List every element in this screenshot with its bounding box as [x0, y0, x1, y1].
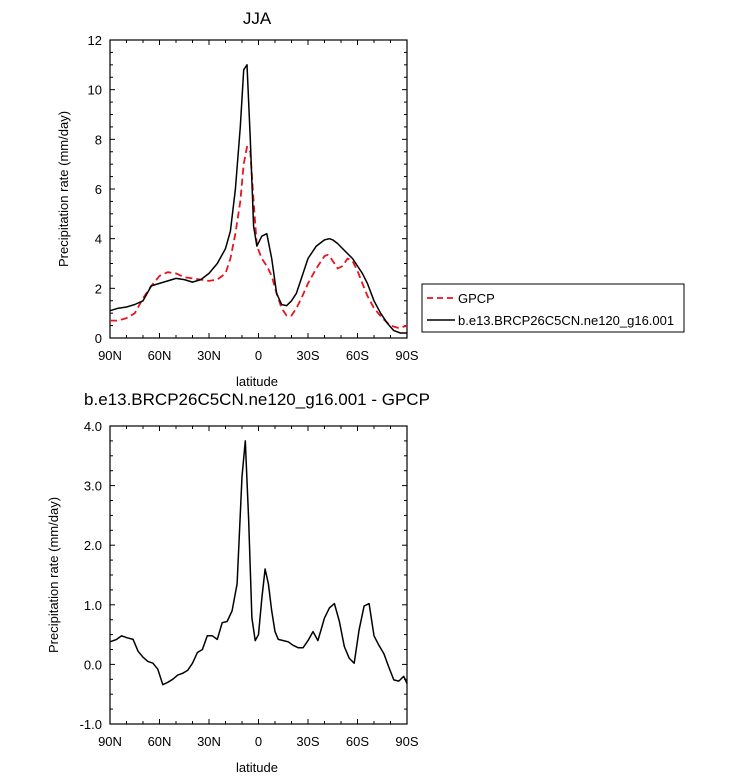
x-tick-label: 0 [255, 348, 262, 363]
x-tick-label: 60N [148, 348, 172, 363]
y-tick-label: 2.0 [84, 538, 102, 553]
series-group [109, 440, 408, 686]
y-tick-label: 0.0 [84, 657, 102, 672]
x-tick-label: 90N [98, 348, 122, 363]
x-axis: 90N 60N 30N 0 30S 60S 90S [98, 40, 419, 363]
series-group [109, 64, 408, 334]
y-tick-label: 6 [95, 182, 102, 197]
y-axis-label: Precipitation rate (mm/day) [46, 497, 61, 653]
y-tick-label: 4.0 [84, 419, 102, 434]
legend: GPCP b.e13.BRCP26C5CN.ne120_g16.001 [421, 283, 685, 333]
y-tick-label: 2 [95, 281, 102, 296]
y-tick-label: 10 [88, 83, 102, 98]
x-tick-label: 60N [148, 734, 172, 749]
plot-frame [109, 39, 408, 339]
plot-frame [109, 425, 408, 725]
x-tick-label: 30S [296, 734, 319, 749]
x-tick-label: 90S [395, 734, 418, 749]
series-line-gpcp [110, 145, 408, 330]
y-tick-label: 12 [88, 33, 102, 48]
legend-entry-gpcp: GPCP [458, 291, 495, 306]
y-tick-label: 8 [95, 132, 102, 147]
y-axis: 0 2 4 6 8 10 12 [88, 33, 407, 346]
legend-entry-model: b.e13.BRCP26C5CN.ne120_g16.001 [458, 313, 674, 328]
x-tick-label: 0 [255, 734, 262, 749]
y-tick-label: 4 [95, 232, 102, 247]
y-axis: -1.0 0.0 1.0 2.0 3.0 4.0 [80, 419, 407, 732]
x-tick-label: 30N [197, 734, 221, 749]
chart-bottom: b.e13.BRCP26C5CN.ne120_g16.001 - GPCP 90… [46, 390, 430, 775]
x-tick-label: 60S [346, 734, 369, 749]
x-tick-label: 90N [98, 734, 122, 749]
y-tick-label: 3.0 [84, 479, 102, 494]
chart-title: JJA [243, 9, 272, 28]
x-tick-label: 30N [197, 348, 221, 363]
series-line-model [109, 440, 408, 686]
y-tick-label: 0 [95, 331, 102, 346]
x-tick-label: 30S [296, 348, 319, 363]
x-tick-label: 90S [395, 348, 418, 363]
legend-box [421, 283, 685, 333]
y-tick-label: -1.0 [80, 717, 102, 732]
chart-title: b.e13.BRCP26C5CN.ne120_g16.001 - GPCP [84, 390, 430, 409]
chart-top: JJA 90N 60N 30N 0 30S 60S 90S 0 2 4 6 8 10 12 latitu… [56, 9, 419, 389]
y-axis-label: Precipitation rate (mm/day) [56, 111, 71, 267]
x-axis: 90N 60N 30N 0 30S 60S 90S [98, 426, 419, 749]
x-axis-label: latitude [236, 374, 278, 389]
series-line-model [109, 64, 407, 334]
x-axis-label: latitude [236, 760, 278, 775]
x-tick-label: 60S [346, 348, 369, 363]
y-tick-label: 1.0 [84, 598, 102, 613]
